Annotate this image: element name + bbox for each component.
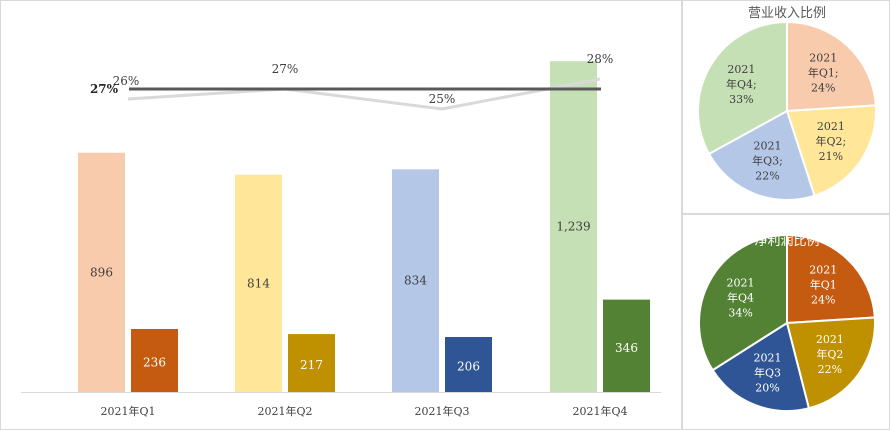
pie-slice-label: 年Q4 (727, 290, 754, 304)
x-tick-label: 2021年Q4 (572, 404, 627, 418)
pie-slice (698, 233, 788, 372)
pie-slice-label: 2021 (817, 120, 845, 133)
pie-slice-label: 33% (729, 93, 753, 106)
pie-slice-label: 年Q2 (816, 347, 843, 361)
ratio-line (127, 77, 601, 111)
pie-slice-label: 24% (811, 81, 835, 94)
pie-slice-label: 34% (728, 306, 752, 319)
profit-value-label: 217 (300, 358, 323, 372)
average-line-label: 27% (90, 82, 119, 96)
pie-slice (707, 109, 816, 201)
profit-bar (131, 328, 178, 392)
profit-value-label: 206 (457, 359, 480, 373)
pie-slice-label: 2021 (809, 51, 837, 64)
pie-slice-label: 24% (811, 293, 835, 306)
pie-slice-label: 22% (818, 363, 842, 376)
pie-slice-label: 年Q2; (815, 134, 846, 148)
profit-bar (288, 334, 335, 392)
pie-slice (786, 233, 876, 325)
revenue-bar (78, 152, 125, 392)
pie-slice-label: 年Q1 (810, 277, 837, 291)
pie-slice-label: 年Q3 (754, 365, 781, 379)
x-tick-label: 2021年Q3 (414, 404, 469, 418)
ratio-value-label: 25% (429, 92, 456, 106)
revenue-value-label: 834 (404, 274, 427, 288)
revenue-value-label: 1,239 (556, 220, 590, 234)
revenue-value-label: 814 (247, 276, 270, 290)
revenue-bar (550, 61, 597, 392)
pie-slice (711, 321, 811, 412)
pie-slice (697, 20, 788, 156)
ratio-value-label: 27% (272, 62, 299, 76)
profit-bar (445, 336, 492, 392)
revenue-value-label: 896 (90, 265, 113, 279)
profit-pie-chart: 2021年Q124%2021年Q222%2021年Q320%2021年Q434%… (698, 233, 876, 412)
revenue-bar (235, 174, 282, 392)
profit-value-label: 236 (143, 355, 166, 369)
pie-slice-label: 22% (755, 169, 779, 182)
pie-slice-label: 2021 (727, 276, 755, 289)
pie-slice-label: 年Q1; (808, 65, 839, 79)
pie-title: 营业收入比例 (748, 6, 826, 21)
pie-title: 净利润比例 (754, 234, 819, 249)
x-tick-label: 2021年Q1 (100, 404, 155, 418)
ratio-value-label: 28% (587, 52, 614, 66)
pie-slice-label: 2021 (753, 351, 781, 364)
pie-slice-label: 20% (755, 381, 779, 394)
profit-pie-panel: 2021 年Q1 24% 2021 年Q2 22% 2021 年Q3 20% 2021 年Q4 34%… (682, 214, 890, 430)
pie-slice (786, 20, 877, 113)
pie-slice-label: 2021 (809, 263, 837, 276)
pie-slice-label: 年Q4; (726, 77, 757, 91)
bar-chart: 896 236 2021年Q1 814 217 2021年Q2 834 206 2021年Q3 1… (21, 52, 661, 418)
profit-bar (603, 299, 650, 392)
revenue-pie-chart: 2021年Q1;24%2021年Q2;21%2021年Q3;22%2021年Q4… (697, 6, 877, 201)
pie-slice-label: 2021 (816, 333, 844, 346)
pie-slice (785, 104, 877, 197)
x-tick-label: 2021年Q2 (257, 404, 312, 418)
pie-slice-label: 2021 (727, 63, 755, 76)
pie-slice-label: 年Q3; (752, 153, 783, 167)
bar-chart-panel: 896 236 2021年Q1 814 217 2021年Q2 834 206 2021年Q3 1… (0, 0, 682, 430)
pie-slice-label: 2021 (753, 139, 781, 152)
revenue-bar (392, 169, 439, 392)
ratio-value-label: 26% (113, 74, 140, 88)
pie-slice (785, 316, 876, 410)
profit-value-label: 346 (615, 341, 638, 355)
revenue-pie-panel: 2021 年Q1; 24% 2021 年Q2; 21% 2021 年Q3; 22% 2021 年Q4… (682, 0, 890, 214)
pie-slice-label: 21% (819, 150, 843, 163)
